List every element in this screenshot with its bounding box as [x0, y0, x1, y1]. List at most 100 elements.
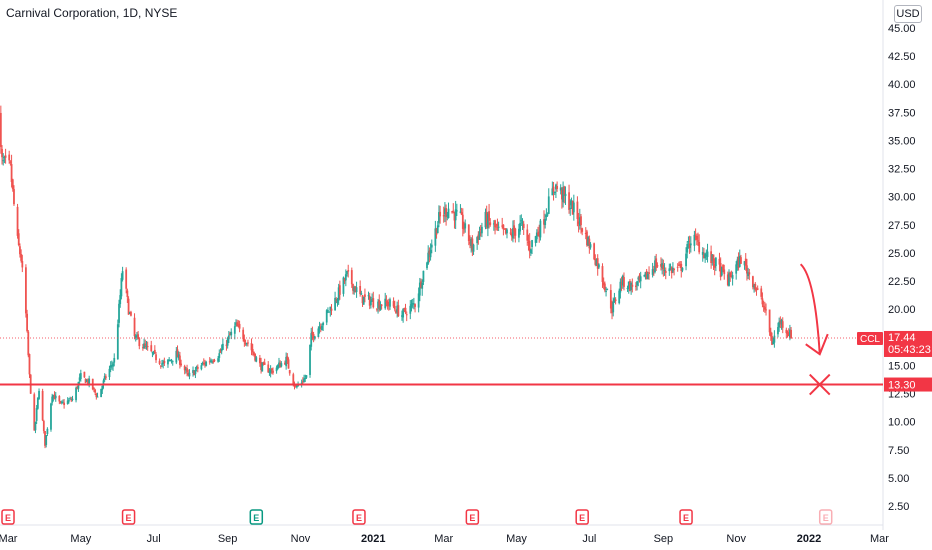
- candle-body: [414, 304, 416, 307]
- candle-body: [118, 303, 120, 323]
- candle-body: [233, 326, 236, 334]
- candle-body: [46, 428, 49, 434]
- candle-body: [637, 277, 640, 280]
- candle-body: [167, 359, 169, 365]
- candle-body: [645, 270, 648, 280]
- candle-body: [45, 435, 48, 445]
- candle-body: [0, 112, 2, 147]
- y-tick-label: 25.00: [888, 248, 916, 260]
- candle-body: [598, 264, 600, 268]
- candle-body: [538, 231, 541, 237]
- candle-body: [59, 401, 62, 403]
- candle-body: [572, 202, 575, 213]
- candle-body: [720, 266, 723, 276]
- candle-body: [258, 357, 261, 364]
- candle-body: [321, 325, 323, 331]
- candle-body: [681, 267, 684, 271]
- candle-body: [317, 328, 320, 338]
- candle-body: [26, 313, 28, 332]
- candle-body: [669, 268, 672, 270]
- candle-body: [318, 326, 321, 329]
- candle-body: [609, 290, 612, 309]
- candle-body: [193, 370, 196, 376]
- candle-body: [163, 360, 166, 364]
- candle-body: [229, 333, 231, 336]
- candle-body: [3, 156, 6, 158]
- candle-body: [33, 394, 36, 431]
- candle-body: [596, 258, 599, 269]
- candle-body: [569, 207, 572, 209]
- candle-body: [102, 380, 105, 386]
- candle-body: [109, 365, 112, 368]
- candle-body: [70, 399, 73, 401]
- x-tick-label: Jul: [582, 533, 596, 545]
- candle-body: [485, 212, 488, 227]
- candle-body: [242, 329, 245, 340]
- candle-body: [371, 298, 373, 302]
- candle-body: [451, 211, 453, 213]
- candle-body: [230, 331, 233, 336]
- candle-body: [261, 362, 264, 372]
- candle-body: [337, 287, 340, 301]
- candle-body: [464, 223, 467, 229]
- candle-body: [176, 349, 179, 358]
- candle-body: [119, 295, 122, 305]
- candle-body: [656, 265, 659, 267]
- candle-body: [295, 386, 298, 388]
- candle-body: [58, 396, 61, 402]
- candle-body: [601, 266, 604, 282]
- candle-body: [305, 375, 308, 378]
- candle-body: [453, 212, 456, 221]
- candle-body: [367, 295, 370, 297]
- candle-body: [194, 369, 197, 375]
- candle-body: [161, 363, 163, 365]
- last-price-badge: [884, 330, 932, 357]
- candle-body: [125, 269, 128, 289]
- candle-body: [668, 268, 671, 272]
- last-price-countdown: 05:43:23: [888, 344, 931, 356]
- candle-body: [484, 211, 487, 228]
- candle-body: [101, 385, 104, 391]
- candle-body: [133, 317, 136, 337]
- candle-body: [268, 371, 271, 373]
- candle-body: [560, 189, 563, 200]
- candle-body: [790, 329, 792, 339]
- candle-body: [313, 336, 316, 339]
- earnings-marker-label: E: [5, 513, 11, 523]
- candle-body: [670, 267, 673, 274]
- currency-button[interactable]: USD: [894, 5, 922, 23]
- support-price-badge: [884, 377, 932, 392]
- candle-body: [563, 186, 566, 195]
- candle-body: [128, 312, 131, 314]
- candle-body: [660, 263, 662, 267]
- earnings-marker: [121, 509, 136, 525]
- candle-body: [379, 305, 382, 311]
- candle-body: [385, 300, 388, 303]
- candle-body: [369, 300, 372, 306]
- candle-body: [409, 305, 412, 314]
- candle-body: [426, 262, 428, 269]
- candle-body: [771, 336, 773, 345]
- candle-body: [677, 264, 680, 266]
- x-tick-label: Sep: [218, 533, 238, 545]
- candle-body: [127, 298, 130, 315]
- candle-body: [104, 376, 107, 378]
- candle-body: [520, 220, 523, 222]
- candle-body: [195, 366, 198, 369]
- candle-body: [2, 160, 5, 162]
- candle-body: [477, 234, 480, 240]
- candle-body: [726, 274, 729, 286]
- candle-body: [19, 246, 21, 255]
- candle-body: [380, 304, 383, 306]
- candle-body: [737, 256, 740, 269]
- candle-body: [87, 379, 89, 384]
- candle-body: [364, 294, 366, 297]
- earnings-marker-label: E: [683, 513, 689, 523]
- candle-body: [605, 290, 607, 292]
- candle-body: [120, 278, 123, 297]
- candle-body: [489, 222, 492, 225]
- candle-body: [213, 360, 216, 362]
- candle-body: [355, 287, 358, 293]
- candle-body: [35, 408, 38, 421]
